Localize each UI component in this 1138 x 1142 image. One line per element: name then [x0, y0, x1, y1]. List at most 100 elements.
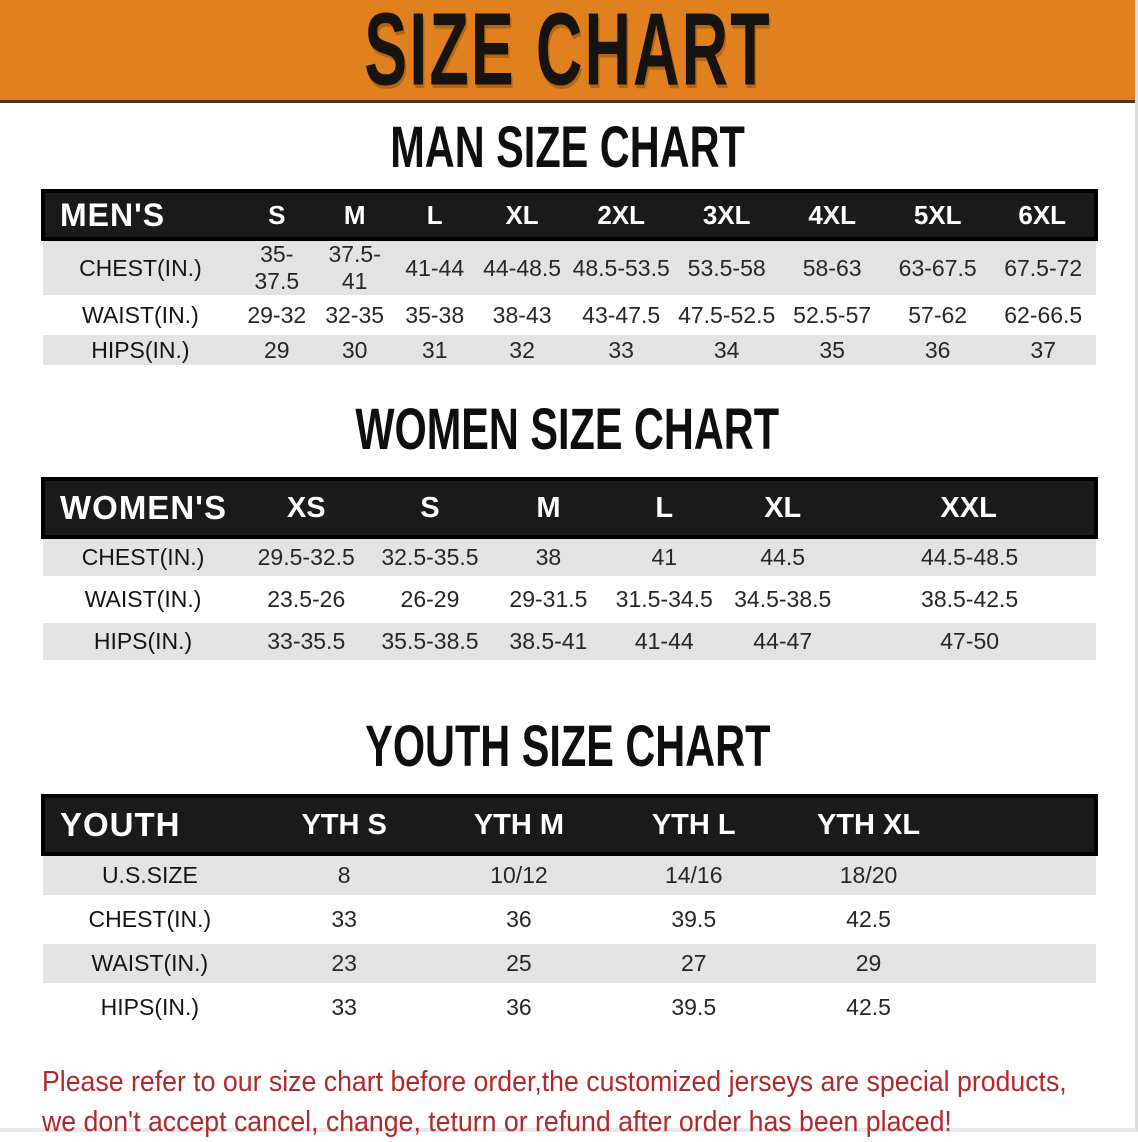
footer-note-line2: we don't accept cancel, change, teturn o…: [42, 1106, 952, 1138]
table-cell: 38-43: [492, 301, 552, 328]
table-row: WAIST(IN.) 29-32 32-35 35-38 38-43 43-47.5 47.…: [43, 297, 1096, 333]
footer-note-line1: Please refer to our size chart before or…: [42, 1066, 1067, 1098]
table-cell: 30: [341, 336, 368, 363]
column-header: 2XL: [568, 189, 674, 241]
table-cell: 23.5-26: [267, 586, 346, 612]
table-cell: 57-62: [908, 301, 968, 328]
table-cell: 58-63: [802, 254, 862, 281]
table-cell: 29: [855, 950, 882, 976]
header-row: MEN'S S M L XL 2XL 3XL 4XL 5XL 6XL: [41, 189, 1098, 241]
table-cell: 35-38: [405, 301, 465, 328]
table-cell: 29.5-32.5: [257, 544, 355, 570]
table-cell: 35-37.5: [254, 241, 300, 294]
column-header: S: [237, 189, 316, 241]
table-cell: 38.5-41: [509, 628, 588, 654]
women-size-section: WOMEN SIZE CHART WOMEN'S XS S M L XL XXL CHEST(…: [0, 398, 1135, 665]
table-cell: 42.5: [846, 994, 891, 1020]
table-cell: 31: [421, 336, 448, 363]
table-cell: 29: [263, 336, 290, 363]
table-corner-label: YOUTH: [41, 794, 257, 856]
table-cell: 29-32: [247, 301, 307, 328]
row-label: HIPS(IN.): [100, 994, 200, 1020]
footer-note: Please refer to our size chart before or…: [42, 1062, 1135, 1142]
column-header: M: [315, 189, 394, 241]
spacer-cell: [956, 942, 1096, 986]
women-section-title: WOMEN SIZE CHART: [355, 395, 780, 462]
youth-size-table: YOUTH YTH S YTH M YTH L YTH XL U.S.SIZE 8 10/12…: [41, 794, 1099, 1032]
row-label: U.S.SIZE: [101, 862, 198, 888]
column-header: L: [606, 477, 723, 539]
table-cell: 25: [506, 950, 532, 976]
men-section-title-wrap: MAN SIZE CHART: [0, 116, 1135, 178]
table-cell: 14/16: [664, 862, 723, 888]
column-header: S: [369, 477, 491, 539]
table-cell: 44-48.5: [483, 254, 562, 281]
table-cell: 33: [331, 906, 357, 932]
column-header: XXL: [843, 477, 1098, 539]
table-cell: 27: [680, 950, 707, 976]
table-cell: 36: [506, 906, 532, 932]
table-cell: 53.5-58: [687, 254, 766, 281]
youth-section-title: YOUTH SIZE CHART: [364, 712, 771, 779]
banner-title: SIZE CHART: [363, 0, 772, 108]
banner: SIZE CHART: [0, 0, 1135, 103]
row-label: HIPS(IN.): [93, 628, 193, 654]
table-cell: 41: [651, 544, 678, 570]
spacer-cell: [956, 898, 1096, 942]
column-header: XL: [722, 477, 844, 539]
column-header: 4XL: [779, 189, 885, 241]
table-row: HIPS(IN.) 29 30 31 32 33 34 35 36 37: [43, 332, 1096, 368]
men-section-title: MAN SIZE CHART: [390, 113, 745, 180]
table-cell: 34.5-38.5: [734, 586, 832, 612]
header-row: WOMEN'S XS S M L XL XXL: [40, 477, 1098, 539]
table-cell: 47.5-52.5: [678, 301, 776, 328]
table-cell: 44-47: [753, 628, 813, 654]
row-label: CHEST(IN.): [88, 906, 212, 932]
table-cell: 36: [506, 994, 532, 1020]
table-cell: 47-50: [940, 628, 1000, 654]
table-row: U.S.SIZE 8 10/12 14/16 18/20: [43, 854, 1096, 898]
column-header: 6XL: [990, 189, 1098, 241]
table-cell: 34: [713, 336, 740, 363]
table-cell: 62-66.5: [1004, 301, 1083, 328]
table-cell: 41-44: [405, 254, 465, 281]
row-label: CHEST(IN.): [79, 254, 202, 281]
table-cell: 32-35: [325, 301, 385, 328]
table-cell: 26-29: [400, 586, 460, 612]
youth-section-title-wrap: YOUTH SIZE CHART: [0, 715, 1135, 777]
spacer-cell: [956, 986, 1096, 1030]
table-cell: 44.5: [760, 544, 806, 570]
table-cell: 33-35.5: [267, 628, 346, 654]
men-size-section: MAN SIZE CHART MEN'S S M L XL 2XL 3XL 4XL 5XL 6XL…: [0, 116, 1135, 370]
column-header: XL: [475, 189, 569, 241]
table-row: HIPS(IN.) 33 36 39.5 42.5: [43, 985, 1096, 1030]
women-size-table: WOMEN'S XS S M L XL XXL CHEST(IN.) 29.5-32.5 32.5…: [40, 477, 1098, 665]
table-cell: 39.5: [671, 906, 717, 932]
spacer-cell: [955, 794, 1099, 856]
column-header: YTH XL: [781, 794, 956, 856]
row-label: WAIST(IN.): [82, 301, 199, 328]
table-cell: 31.5-34.5: [615, 586, 713, 612]
table-cell: 33: [331, 994, 357, 1020]
column-header: M: [490, 477, 607, 539]
row-label: WAIST(IN.): [84, 586, 202, 612]
table-cell: 37.5-41: [328, 241, 381, 294]
table-cell: 37: [1030, 336, 1056, 363]
table-cell: 42.5: [846, 906, 891, 932]
table-row: CHEST(IN.) 29.5-32.5 32.5-35.5 38 41 44.5 44.5…: [43, 537, 1096, 579]
table-cell: 18/20: [839, 862, 898, 888]
table-cell: 32: [509, 336, 535, 363]
table-row: CHEST(IN.) 33 36 39.5 42.5: [43, 897, 1096, 942]
row-label: CHEST(IN.): [81, 544, 205, 570]
table-cell: 35.5-38.5: [381, 628, 479, 654]
table-cell: 35: [819, 336, 845, 363]
table-cell: 44.5-48.5: [921, 544, 1019, 570]
table-cell: 67.5-72: [1004, 254, 1083, 281]
table-cell: 39.5: [671, 994, 717, 1020]
row-label: WAIST(IN.): [91, 950, 209, 976]
table-cell: 38.5-42.5: [921, 586, 1019, 612]
column-header: 5XL: [884, 189, 991, 241]
column-header: YTH M: [431, 794, 607, 856]
youth-size-section: YOUTH SIZE CHART YOUTH YTH S YTH M YTH L YTH…: [0, 715, 1135, 1032]
women-section-title-wrap: WOMEN SIZE CHART: [0, 398, 1135, 460]
